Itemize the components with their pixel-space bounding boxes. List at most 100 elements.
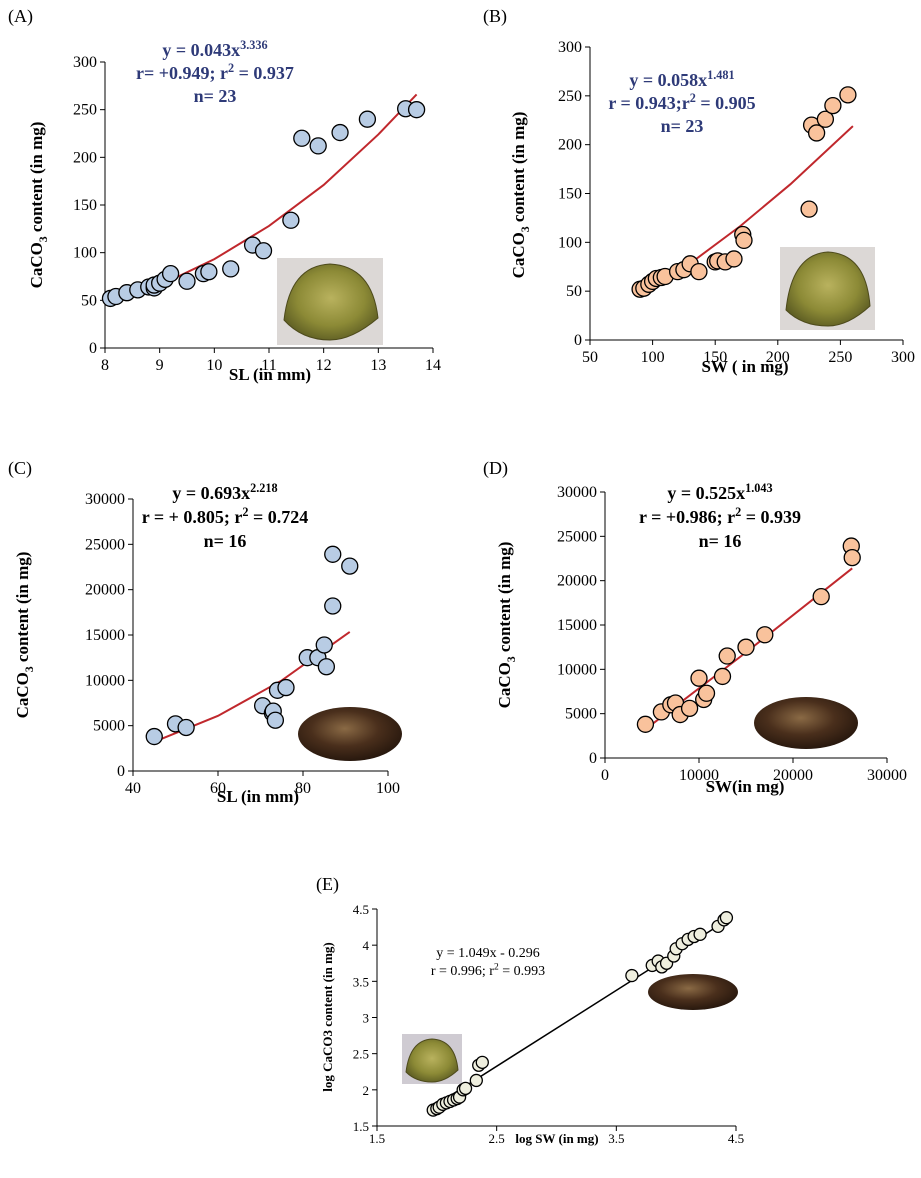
text-segment: content (in mg) [495, 542, 514, 657]
y-tick-label: 300 [558, 39, 582, 56]
y-tick-label: 25000 [85, 536, 125, 553]
text-segment: content (in mg) [509, 112, 528, 227]
y-axis-title: CaCO3 content (in mg) [27, 122, 50, 289]
data-point [735, 231, 753, 250]
data-point [145, 727, 163, 746]
y-tick-label: 2 [363, 1083, 370, 1098]
y-axis-title: log CaCO3 content (in mg) [320, 942, 335, 1092]
data-point [824, 96, 842, 115]
data-point [469, 1073, 483, 1088]
text-segment: y = 0.525x [667, 483, 745, 503]
text-segment: log CaCO3 content (in mg) [320, 942, 335, 1092]
annotation: y = 0.525x1.043 [667, 481, 772, 503]
data-point [177, 718, 195, 737]
x-tick-label: 250 [828, 349, 852, 366]
annotation: r = 0.996; r2 = 0.993 [431, 962, 545, 979]
x-tick-label: 10 [206, 357, 222, 374]
data-point [293, 129, 311, 147]
panel-label: (A) [8, 6, 33, 27]
data-point [200, 263, 218, 281]
annotation: r = + 0.805; r2 = 0.724 [142, 505, 309, 527]
y-tick-label: 0 [574, 332, 582, 349]
data-point [254, 242, 273, 260]
data-point [309, 137, 327, 155]
panel-label: (D) [483, 458, 508, 479]
annotation: r = 0.943;r2 = 0.905 [608, 91, 755, 113]
y-tick-label: 150 [73, 197, 97, 214]
y-axis-title: CaCO3 content (in mg) [495, 542, 518, 709]
text-segment: = 0.993 [499, 964, 545, 979]
y-tick-label: 25000 [557, 528, 597, 545]
y-tick-label: 30000 [557, 484, 597, 501]
data-point [324, 545, 342, 563]
panel-label: (B) [483, 6, 507, 27]
data-point [737, 638, 755, 656]
x-axis-title: SL (in mm) [217, 787, 299, 806]
data-point [719, 911, 734, 925]
text-segment: 2 [690, 91, 696, 105]
y-tick-label: 15000 [85, 627, 125, 644]
y-tick-label: 100 [558, 234, 582, 251]
x-tick-label: 12 [316, 357, 332, 374]
data-point [282, 211, 300, 229]
data-point [807, 124, 826, 142]
mussel-photo-d [754, 697, 858, 749]
x-tick-label: 0 [601, 767, 609, 784]
text-segment: y = 0.058x [629, 70, 707, 90]
x-tick-label: 300 [891, 349, 915, 366]
data-point [718, 647, 736, 665]
y-tick-label: 50 [566, 283, 582, 300]
text-segment: 1.481 [707, 68, 735, 82]
x-axis-title: SW ( in mg) [701, 357, 788, 376]
data-point [800, 200, 818, 218]
y-tick-label: 2.5 [353, 1047, 369, 1062]
y-tick-label: 15000 [557, 617, 597, 634]
y-axis-title: CaCO3 content (in mg) [509, 112, 532, 279]
x-tick-label: 60 [210, 780, 226, 797]
annotation: n= 23 [661, 116, 704, 136]
x-tick-label: 4.5 [728, 1131, 744, 1146]
data-point [756, 626, 774, 644]
y-tick-label: 4.5 [353, 902, 369, 917]
text-segment: content (in mg) [27, 122, 46, 237]
data-point [458, 1081, 473, 1096]
data-point [317, 658, 336, 676]
y-tick-label: 200 [73, 149, 97, 166]
text-segment: y = 1.049x - 0.296 [436, 946, 540, 961]
data-point [680, 699, 699, 717]
text-segment: r = +0.986; r [639, 507, 735, 527]
y-tick-label: 200 [558, 137, 582, 154]
y-tick-label: 1.5 [353, 1119, 369, 1134]
data-point [407, 101, 426, 119]
data-point [266, 711, 285, 729]
text-segment: r = + 0.805; r [142, 507, 243, 527]
y-tick-label: 250 [558, 88, 582, 105]
mussel-photo-e [648, 974, 738, 1010]
text-segment: 2.218 [250, 481, 278, 495]
text-segment: SL (in mm) [229, 365, 311, 384]
text-segment: n= 23 [661, 116, 704, 136]
text-segment: SW ( in mg) [701, 357, 788, 376]
text-segment: log SW (in mg) [515, 1131, 598, 1146]
text-segment: y = 0.693x [172, 483, 250, 503]
x-tick-label: 40 [125, 780, 141, 797]
text-segment: SL (in mm) [217, 787, 299, 806]
y-tick-label: 300 [73, 54, 97, 71]
y-tick-label: 10000 [85, 672, 125, 689]
annotation: y = 0.058x1.481 [629, 68, 734, 90]
text-segment: 1.043 [745, 481, 773, 495]
data-point [839, 86, 857, 104]
y-tick-label: 3.5 [353, 974, 369, 989]
y-tick-label: 0 [89, 340, 97, 357]
data-point [690, 669, 708, 687]
x-tick-label: 80 [295, 780, 311, 797]
text-segment: n= 16 [699, 531, 742, 551]
annotation: n= 16 [204, 531, 247, 551]
text-segment: 3.336 [240, 38, 268, 52]
annotation: n= 16 [699, 531, 742, 551]
x-tick-label: 9 [156, 357, 164, 374]
annotation: n= 23 [194, 86, 237, 106]
data-point [358, 110, 377, 128]
data-point [693, 927, 707, 941]
x-axis-title: SL (in mm) [229, 365, 311, 384]
